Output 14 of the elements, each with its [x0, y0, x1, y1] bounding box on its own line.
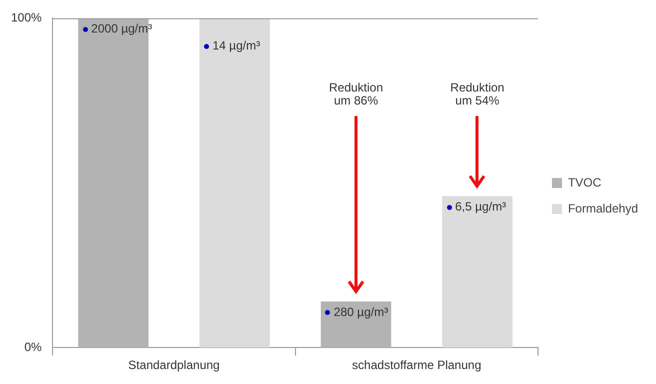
bar [199, 18, 270, 348]
bar [442, 196, 512, 348]
annotation: 6,5 µg/m³ [455, 199, 506, 214]
annotation: 280 µg/m³ [334, 304, 388, 319]
y-tick-label: 100% [10, 10, 42, 25]
x-tick-label: schadstoffarme Planung [352, 358, 482, 372]
legend-label: TVOC [568, 175, 602, 190]
y-tick-label: 0% [24, 340, 42, 354]
legend-label: Formaldehyd [568, 201, 638, 216]
annotation: 14 µg/m³ [212, 38, 260, 53]
bar [320, 301, 392, 348]
annotation: Reduktion um 86% [328, 80, 384, 108]
annotation: Reduktion um 54% [450, 80, 504, 108]
x-tick-label: Standardplanung [128, 358, 220, 372]
